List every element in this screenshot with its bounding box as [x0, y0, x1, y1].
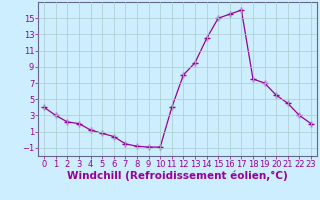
X-axis label: Windchill (Refroidissement éolien,°C): Windchill (Refroidissement éolien,°C) [67, 171, 288, 181]
